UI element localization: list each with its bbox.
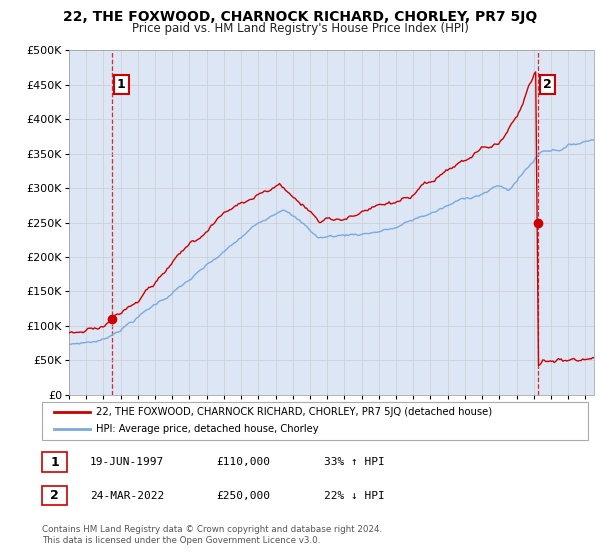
Text: Contains HM Land Registry data © Crown copyright and database right 2024.
This d: Contains HM Land Registry data © Crown c… xyxy=(42,525,382,545)
Text: £110,000: £110,000 xyxy=(216,457,270,467)
Text: 22% ↓ HPI: 22% ↓ HPI xyxy=(324,491,385,501)
Text: 33% ↑ HPI: 33% ↑ HPI xyxy=(324,457,385,467)
Text: 22, THE FOXWOOD, CHARNOCK RICHARD, CHORLEY, PR7 5JQ: 22, THE FOXWOOD, CHARNOCK RICHARD, CHORL… xyxy=(63,10,537,24)
Text: 1: 1 xyxy=(50,455,59,469)
Text: 1: 1 xyxy=(116,78,125,91)
Text: 19-JUN-1997: 19-JUN-1997 xyxy=(90,457,164,467)
Text: 22, THE FOXWOOD, CHARNOCK RICHARD, CHORLEY, PR7 5JQ (detached house): 22, THE FOXWOOD, CHARNOCK RICHARD, CHORL… xyxy=(96,407,492,417)
Text: £250,000: £250,000 xyxy=(216,491,270,501)
Text: 2: 2 xyxy=(543,78,551,91)
Text: 24-MAR-2022: 24-MAR-2022 xyxy=(90,491,164,501)
Text: 2: 2 xyxy=(50,489,59,502)
Text: HPI: Average price, detached house, Chorley: HPI: Average price, detached house, Chor… xyxy=(96,424,319,434)
Text: Price paid vs. HM Land Registry's House Price Index (HPI): Price paid vs. HM Land Registry's House … xyxy=(131,22,469,35)
